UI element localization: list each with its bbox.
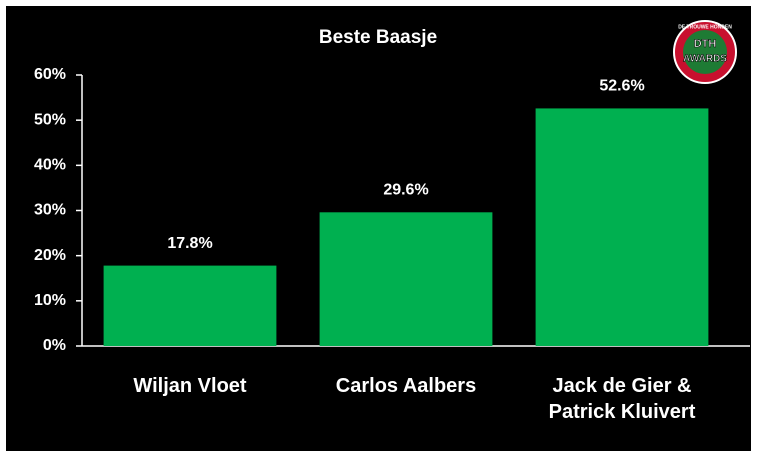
- logo-title: DTH: [694, 38, 717, 50]
- logo-ring-text: DE TROUWE HONDEN: [678, 24, 732, 30]
- bar: [535, 108, 709, 346]
- y-tick-label: 0%: [43, 337, 66, 354]
- bar: [319, 212, 493, 346]
- data-label: 52.6%: [599, 78, 644, 95]
- y-tick-label: 30%: [34, 202, 66, 219]
- y-tick-label: 20%: [34, 247, 66, 264]
- y-tick-label: 60%: [34, 66, 66, 83]
- y-tick-label: 40%: [34, 157, 66, 174]
- x-tick-label: Wiljan Vloet: [133, 375, 247, 397]
- x-tick-label: Jack de Gier & Patrick Kluivert: [548, 375, 696, 423]
- y-tick-label: 10%: [34, 292, 66, 309]
- bar: [103, 265, 277, 346]
- data-label: 29.6%: [383, 182, 428, 199]
- logo-center: [683, 30, 727, 74]
- logo: DE TROUWE HONDEN DTH AWARDS: [673, 20, 737, 84]
- y-tick-label: 50%: [34, 111, 66, 128]
- x-tick-label: Carlos Aalbers: [335, 375, 477, 397]
- logo-subtitle: AWARDS: [683, 54, 727, 65]
- chart-title: Beste Baasje: [319, 27, 437, 48]
- data-label: 17.8%: [167, 235, 212, 252]
